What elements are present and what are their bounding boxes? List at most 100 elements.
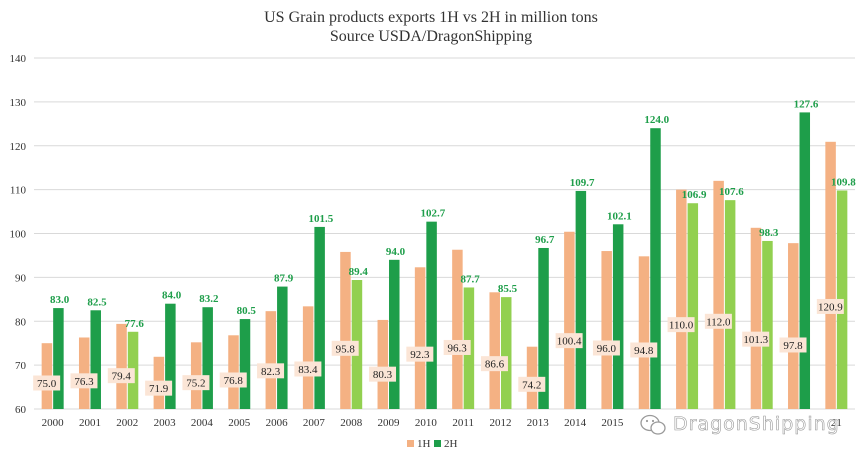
data-label-2h: 107.6	[719, 186, 744, 198]
label-box-1h	[704, 313, 732, 329]
bar-2h	[612, 224, 624, 409]
data-label-1h: 83.4	[298, 364, 318, 376]
label-box-1h	[257, 363, 285, 379]
data-label-2h: 109.8	[831, 177, 856, 189]
x-tick-label: 2006	[266, 417, 289, 429]
data-label-1h: 86.6	[485, 359, 505, 371]
data-label-2h: 87.7	[461, 273, 481, 285]
chart-title: US Grain products exports 1H vs 2H in mi…	[264, 9, 598, 26]
data-label-2h: 94.0	[386, 246, 406, 258]
x-tick-label: 2012	[489, 417, 511, 429]
data-label-2h: 101.5	[309, 213, 334, 225]
bar-2h	[426, 221, 437, 409]
data-label-1h: 76.3	[74, 376, 94, 388]
y-tick-label: 120	[10, 141, 27, 153]
bar-2h	[53, 308, 64, 409]
chart-subtitle: Source USDA/DragonShipping	[330, 28, 532, 45]
bar-2h	[762, 240, 773, 409]
bar-2h	[500, 297, 512, 409]
data-label-1h: 95.8	[336, 343, 356, 355]
bar-1h	[340, 251, 351, 409]
bar-1h	[489, 292, 500, 409]
x-tick-label: 2013	[527, 417, 550, 429]
bar-1h	[825, 141, 836, 409]
x-tick-label: 2004	[191, 417, 214, 429]
legend-label-2h: 2H	[444, 438, 458, 450]
data-label-2h: 98.3	[759, 227, 779, 239]
label-box-1h	[406, 346, 434, 362]
y-tick-label: 80	[15, 316, 27, 328]
x-tick-label: 2009	[378, 417, 401, 429]
data-label-2h: 109.7	[570, 177, 595, 189]
data-label-2h: 96.7	[535, 234, 555, 246]
data-label-1h: 80.3	[373, 369, 393, 381]
bar-1h	[265, 311, 277, 409]
label-box-1h	[369, 366, 397, 382]
watermark: DragonShipping	[640, 413, 840, 435]
x-tick-label: 2014	[564, 417, 587, 429]
data-label-1h: 82.3	[261, 366, 281, 378]
data-label-1h: 75.2	[186, 378, 205, 390]
label-box-1h	[667, 317, 695, 333]
y-tick-label: 70	[15, 360, 27, 372]
bar-1h	[713, 180, 724, 409]
label-box-1h	[779, 337, 807, 353]
data-label-2h: 106.9	[682, 189, 707, 201]
data-label-1h: 100.4	[557, 336, 582, 348]
bar-1h	[788, 243, 799, 409]
data-label-2h: 124.0	[644, 114, 669, 126]
data-label-1h: 75.0	[37, 378, 57, 390]
y-tick-label: 100	[10, 229, 27, 241]
bars	[41, 112, 848, 409]
label-box-1h	[107, 368, 135, 384]
bar-2h	[277, 286, 288, 409]
label-box-1h	[555, 333, 583, 349]
label-box-1h	[33, 375, 61, 391]
data-label-2h: 127.6	[794, 98, 819, 110]
x-tick-label: 2001	[79, 417, 101, 429]
data-label-2h: 87.9	[274, 273, 294, 285]
bar-2h	[687, 203, 699, 409]
x-tick-label: 2010	[415, 417, 438, 429]
bar-1h	[302, 306, 314, 409]
x-tick-label: 2007	[303, 417, 326, 429]
label-box-1h	[480, 356, 508, 372]
data-label-1h: 120.9	[818, 301, 843, 313]
data-label-2h: 82.5	[87, 296, 107, 308]
bar-2h	[202, 307, 213, 409]
bar-1h	[377, 319, 389, 409]
label-box-1h	[70, 373, 98, 389]
label-box-1h	[630, 342, 658, 358]
bar-1h	[564, 231, 575, 409]
watermark-text: DragonShipping	[673, 413, 840, 435]
x-tick-label: 2015	[601, 417, 624, 429]
legend-swatch-2h	[434, 440, 441, 447]
data-label-2h: 83.0	[50, 294, 70, 306]
legend-label-1h: 1H	[417, 438, 431, 450]
bar-1h	[78, 337, 90, 409]
bar-2h	[650, 128, 661, 409]
label-box-1h	[518, 376, 546, 392]
bar-1h	[601, 251, 612, 409]
bar-1h	[750, 227, 762, 409]
label-box-1h	[592, 340, 620, 356]
data-label-1h: 94.8	[634, 345, 654, 357]
y-tick-label: 130	[10, 97, 27, 109]
bar-2h	[389, 259, 400, 409]
x-tick-label: 21	[831, 417, 842, 429]
bar-2h	[239, 319, 251, 409]
data-label-2h: 83.2	[199, 293, 219, 305]
wechat-icon	[640, 414, 666, 435]
label-box-1h	[294, 361, 322, 377]
data-label-2h: 80.5	[237, 305, 257, 317]
data-label-1h: 97.8	[783, 340, 803, 352]
data-label-2h: 102.7	[420, 208, 445, 220]
label-box-1h	[331, 340, 359, 356]
legend-swatch-1h	[407, 440, 414, 447]
data-label-2h: 84.0	[162, 290, 182, 302]
bar-1h	[116, 323, 127, 409]
y-tick-label: 60	[15, 404, 27, 416]
data-label-1h: 112.0	[706, 316, 731, 328]
legend: 1H 2H	[407, 438, 458, 450]
